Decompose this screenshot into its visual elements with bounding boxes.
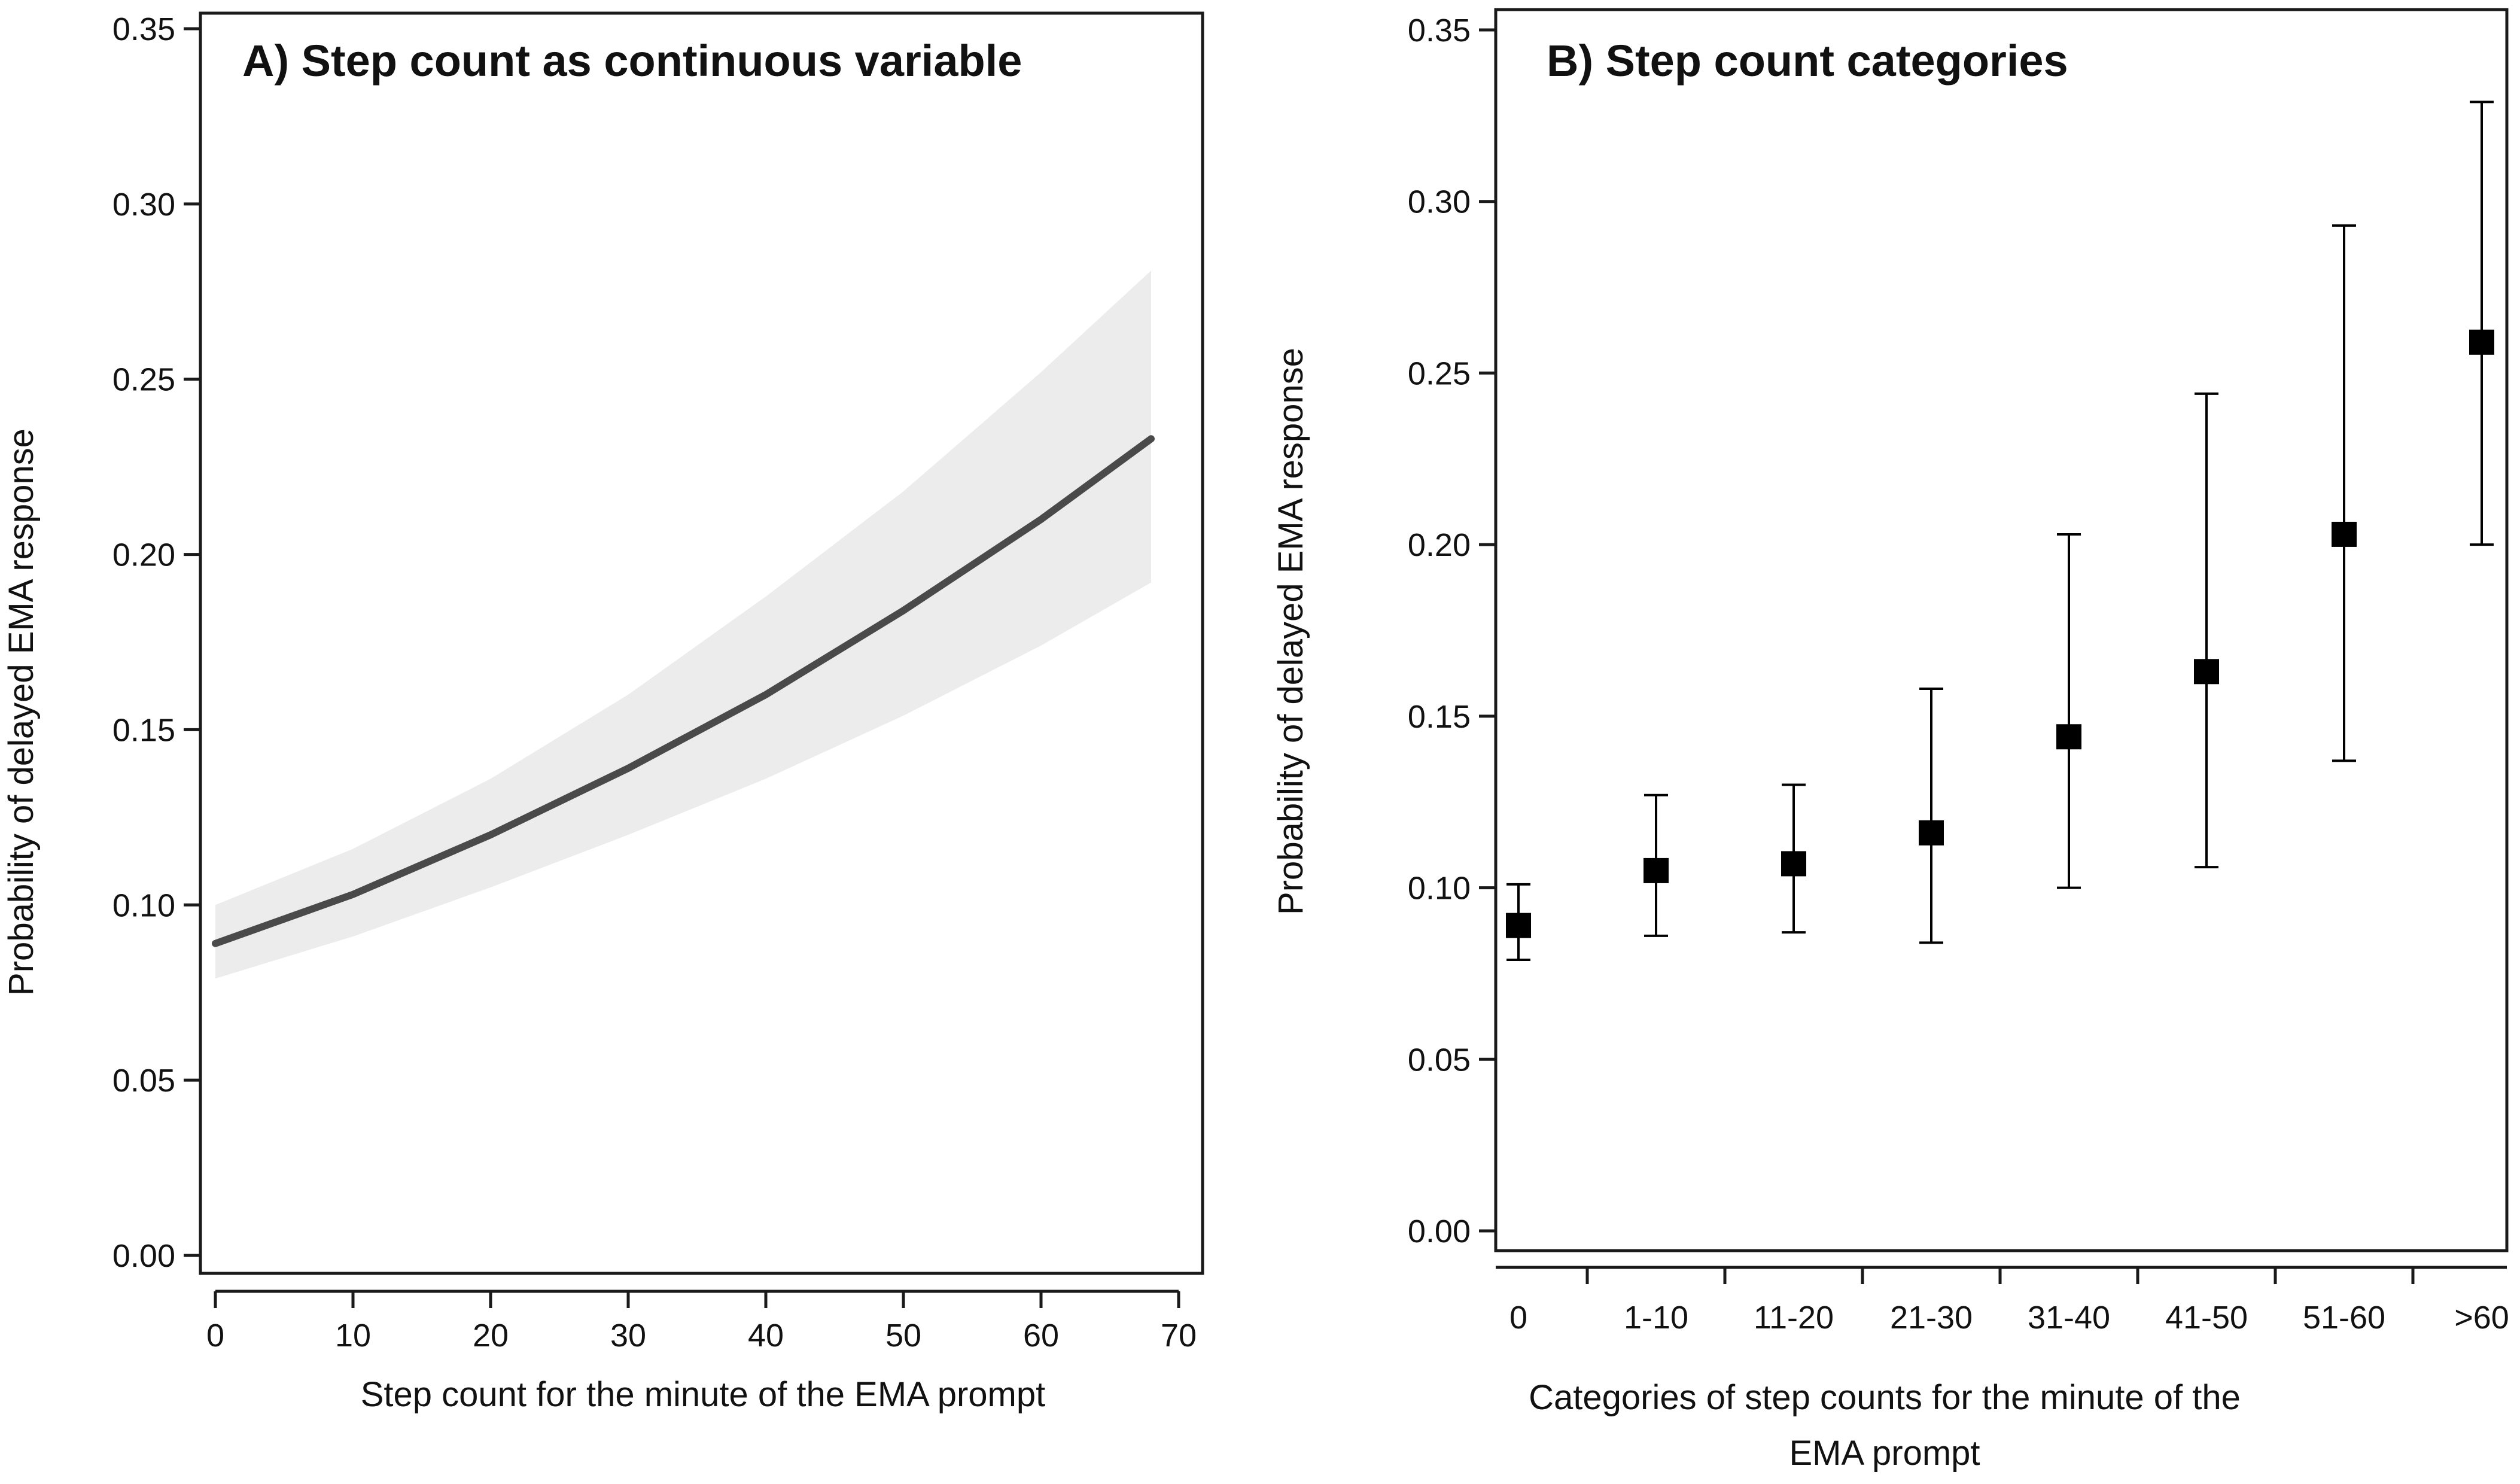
- chart-title: A) Step count as continuous variable: [242, 36, 1022, 86]
- y-tick-label: 0.15: [1408, 699, 1471, 735]
- x-axis-label-continued: EMA prompt: [1789, 1434, 1980, 1473]
- y-tick-label: 0.00: [112, 1238, 175, 1274]
- y-axis-label: Probability of delayed EMA response: [2, 428, 41, 996]
- x-tick-label: 21-30: [1890, 1300, 1973, 1336]
- x-tick-label: 1-10: [1624, 1300, 1688, 1336]
- data-point-31-40: [2056, 533, 2081, 889]
- x-tick-label: 51-60: [2303, 1300, 2385, 1336]
- x-axis: 0 10 20 30 40 50 60 70: [206, 1290, 1197, 1354]
- marker: [2194, 659, 2219, 685]
- y-tick-label: 0.20: [112, 537, 175, 573]
- y-tick-label: 0.10: [1408, 871, 1471, 907]
- x-tick-label: 31-40: [2028, 1300, 2110, 1336]
- x-tick-label: 70: [1161, 1318, 1197, 1354]
- marker: [2056, 724, 2081, 750]
- data-point->60: [2469, 101, 2494, 546]
- y-tick-label: 0.05: [1408, 1042, 1471, 1078]
- marker: [1506, 913, 1531, 938]
- x-tick-label: 40: [748, 1318, 784, 1354]
- x-tick-label: 10: [335, 1318, 371, 1354]
- plot-frame: [199, 11, 1204, 1275]
- marker: [1919, 820, 1944, 846]
- y-tick-label: 0.30: [112, 187, 175, 223]
- data-point-51-60: [2332, 224, 2357, 762]
- x-tick-label: 11-20: [1754, 1300, 1834, 1336]
- y-axis: 0.00 0.05 0.10 0.15 0.20 0.25 0.30 0.35: [1408, 13, 1496, 1249]
- y-tick-label: 0.00: [1408, 1214, 1471, 1249]
- y-tick-label: 0.35: [1408, 13, 1471, 48]
- x-tick-label: 41-50: [2165, 1300, 2248, 1336]
- x-tick-label: 30: [610, 1318, 646, 1354]
- x-tick-label: 0: [206, 1318, 224, 1354]
- y-tick-label: 0.15: [112, 712, 175, 748]
- x-tick-label: >60: [2454, 1300, 2509, 1336]
- y-tick-label: 0.35: [112, 11, 175, 47]
- panel-a: 0.00 0.05 0.10 0.15 0.20 0.25 0.30 0.35 0 10 20 30…: [2, 11, 1204, 1414]
- panel-b: 0.00 0.05 0.10 0.15 0.20 0.25 0.30 0.35 0 1-10 11…: [1271, 8, 2509, 1473]
- series-line: [212, 435, 1155, 947]
- x-tick-label: 0: [1509, 1300, 1527, 1336]
- marker: [2332, 521, 2357, 547]
- x-tick-label: 50: [885, 1318, 921, 1354]
- marker: [2469, 329, 2494, 355]
- x-axis-label: Step count for the minute of the EMA pro…: [361, 1375, 1046, 1414]
- y-tick-label: 0.30: [1408, 184, 1471, 220]
- y-axis-label: Probability of delayed EMA response: [1271, 348, 1310, 915]
- data-point-11-20: [1781, 783, 1806, 934]
- data-point-21-30: [1919, 687, 1944, 944]
- y-tick-label: 0.05: [112, 1063, 175, 1099]
- plot-frame: [1494, 8, 2509, 1252]
- y-tick-label: 0.25: [112, 362, 175, 398]
- x-axis-label: Categories of step counts for the minute…: [1529, 1378, 2241, 1417]
- marker: [1781, 851, 1806, 877]
- y-tick-label: 0.20: [1408, 527, 1471, 563]
- x-tick-label: 60: [1023, 1318, 1059, 1354]
- marker: [1644, 857, 1669, 883]
- x-tick-label: 20: [473, 1318, 509, 1354]
- confidence-band: [215, 270, 1151, 979]
- data-point-1-10: [1644, 793, 1669, 937]
- data-point-0: [1506, 883, 1531, 961]
- x-axis: 0 1-10 11-20 21-30 31-40 41-50 51-60 >60: [1496, 1266, 2509, 1336]
- y-axis: 0.00 0.05 0.10 0.15 0.20 0.25 0.30 0.35: [112, 11, 200, 1274]
- chart-title: B) Step count categories: [1547, 36, 2068, 86]
- y-tick-label: 0.10: [112, 887, 175, 923]
- data-point-41-50: [2194, 392, 2219, 869]
- y-tick-label: 0.25: [1408, 355, 1471, 391]
- data-points: [1506, 101, 2494, 961]
